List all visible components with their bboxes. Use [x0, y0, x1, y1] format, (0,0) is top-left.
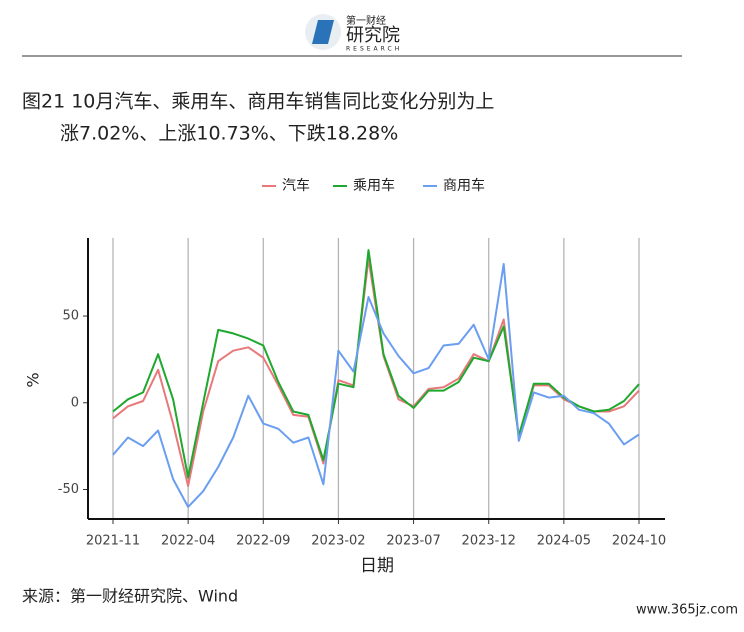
x-axis-label: 日期 — [360, 556, 394, 576]
series-line — [112, 263, 640, 508]
y-tick-label: 0 — [71, 395, 79, 410]
x-tick-label: 2023-02 — [311, 534, 365, 549]
watermark: www.365jz.com — [636, 603, 738, 618]
x-tick-label: 2021-11 — [86, 534, 140, 549]
legend-label: 商用车 — [443, 177, 485, 194]
x-tick-label: 2024-10 — [612, 534, 666, 549]
legend-label: 乘用车 — [353, 177, 395, 194]
legend-label: 汽车 — [282, 177, 310, 194]
x-tick-label: 2023-07 — [386, 534, 440, 549]
logo-name: 研究院 — [346, 25, 400, 46]
logo-sub: RESEARCH — [346, 46, 402, 53]
chart-title: 图21 10月汽车、乘用车、商用车销售同比变化分别为上 — [22, 91, 494, 113]
logo: 第一财经 研究院 RESEARCH — [305, 14, 402, 53]
y-tick-label: 50 — [62, 309, 79, 324]
x-tick-label: 2023-12 — [462, 534, 516, 549]
x-tick-label: 2022-04 — [161, 534, 215, 549]
y-axis-label: % — [24, 372, 43, 387]
y-tick-label: -50 — [58, 482, 79, 497]
series-line — [112, 249, 640, 479]
x-tick-label: 2024-05 — [537, 534, 591, 549]
logo-brand: 第一财经 — [346, 14, 386, 27]
series-line — [112, 257, 640, 487]
chart-title: 涨7.02%、上涨10.73%、下跌18.28% — [60, 123, 398, 145]
logo-icon-shape — [312, 20, 334, 44]
source: 来源：第一财经研究院、Wind — [22, 587, 238, 606]
x-tick-label: 2022-09 — [236, 534, 290, 549]
